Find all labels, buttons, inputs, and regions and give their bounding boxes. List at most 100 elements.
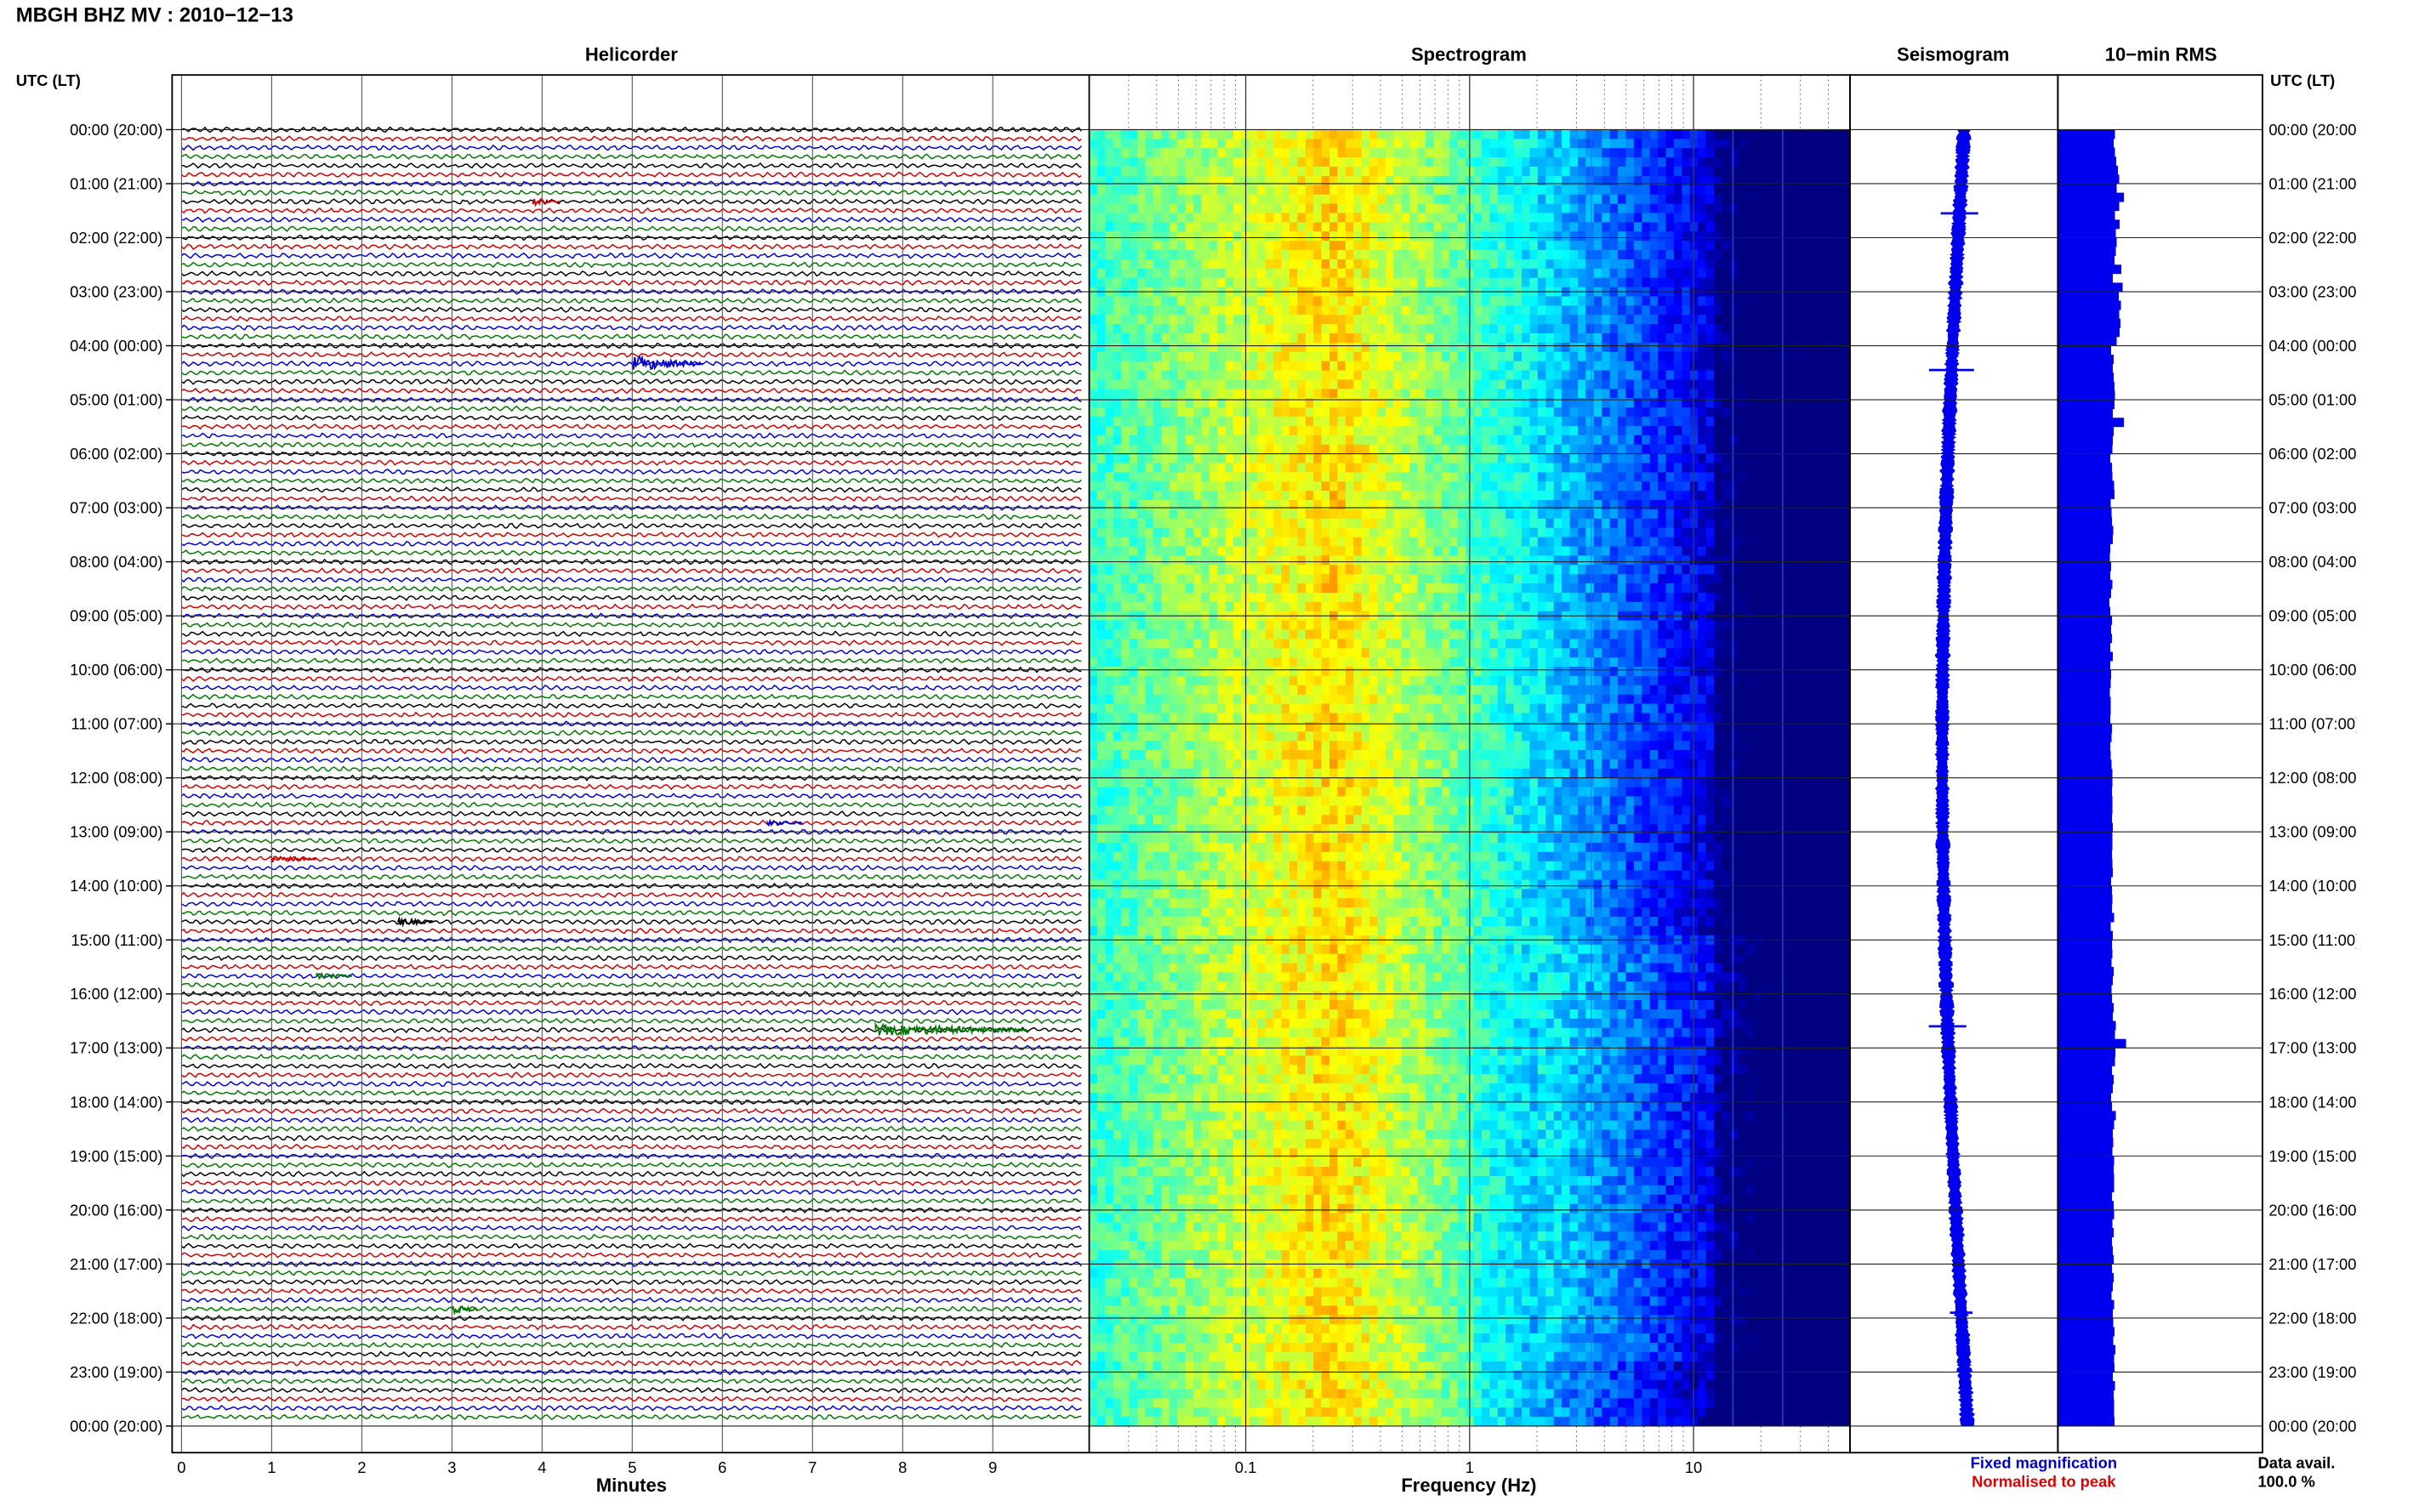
helicorder-trace <box>181 747 1082 754</box>
minute-tick-label: 2 <box>357 1458 366 1476</box>
rms-bar <box>2058 1066 2113 1076</box>
helicorder-trace <box>181 1134 1082 1142</box>
rms-bar <box>2058 228 2116 238</box>
right-time-label: 15:00 (11:00) <box>2268 931 2360 949</box>
helicorder-trace <box>181 288 1082 295</box>
helicorder-trace <box>181 216 1082 224</box>
rms-bar <box>2058 418 2125 428</box>
seismogram-title: Seismogram <box>1897 44 2009 65</box>
left-time-label: 22:00 (18:00) <box>70 1309 162 1327</box>
helicorder-trace <box>181 549 1082 557</box>
rms-bar <box>2058 642 2111 652</box>
rms-bar <box>2058 912 2114 923</box>
rms-bar <box>2058 985 2112 995</box>
rms-bar <box>2058 1038 2126 1049</box>
helicorder-trace <box>180 1188 1082 1196</box>
rms-bar <box>2058 390 2115 401</box>
helicorder-trace <box>181 711 1082 719</box>
right-time-label: 09:00 (05:00) <box>2268 607 2361 625</box>
rms-bar <box>2058 922 2111 932</box>
helicorder-trace <box>181 1035 1082 1043</box>
helicorder-trace <box>181 1305 1082 1313</box>
rms-bar <box>2058 624 2112 634</box>
left-time-axis: 00:00 (20:00) 01:00 (21:00) 02:00 (22:00) 0… <box>70 121 173 1435</box>
rms-bar <box>2058 1003 2114 1013</box>
helicorder-trace <box>180 324 1082 332</box>
helicorder-trace <box>180 936 1082 944</box>
helicorder-trace <box>181 1080 1082 1088</box>
right-time-label: 01:00 (21:00) <box>2268 174 2361 192</box>
frequency-axis-label: Frequency (Hz) <box>1401 1475 1536 1496</box>
rms-bar <box>2058 1191 2113 1202</box>
helicorder-trace <box>180 252 1082 259</box>
rms-bar <box>2058 1299 2114 1310</box>
rms-bar <box>2058 327 2120 338</box>
minutes-axis: 0 1 2 3 4 5 6 7 8 9 <box>177 1458 997 1476</box>
right-time-label: 03:00 (23:00) <box>2268 283 2361 301</box>
rms-bar <box>2058 822 2114 833</box>
rms-bar <box>2058 706 2111 715</box>
helicorder-trace <box>181 918 1082 926</box>
right-time-label: 18:00 (14:00) <box>2268 1093 2361 1111</box>
helicorder-trace <box>180 693 1082 701</box>
minute-tick-label: 0 <box>177 1458 185 1476</box>
helicorder-trace <box>181 838 1082 844</box>
rms-bar <box>2058 742 2111 752</box>
helicorder-trace <box>180 738 1082 746</box>
minute-tick-label: 1 <box>267 1458 276 1476</box>
right-time-label: 02:00 (22:00) <box>2268 229 2361 247</box>
rms-bar <box>2058 724 2113 734</box>
helicorder-trace <box>181 1278 1082 1286</box>
helicorder-trace <box>181 396 1082 403</box>
helicorder-trace <box>180 594 1082 601</box>
rms-bar <box>2058 139 2114 148</box>
helicorder-trace <box>180 243 1083 250</box>
right-time-label: 12:00 (08:00) <box>2268 769 2361 787</box>
helicorder-trace <box>181 558 1082 566</box>
frequency-tick-label: 0.1 <box>1235 1458 1257 1476</box>
rms-bar <box>2058 696 2111 707</box>
right-time-label: 05:00 (01:00) <box>2268 390 2361 408</box>
helicorder-event <box>316 971 352 981</box>
right-time-label: 11:00 (07:00) <box>2268 715 2360 733</box>
rms-bar <box>2058 895 2113 905</box>
rms-bar <box>2058 1309 2114 1319</box>
rms-bar <box>2058 1201 2114 1211</box>
helicorder-trace <box>181 846 1082 854</box>
left-time-label: 02:00 (22:00) <box>70 229 162 247</box>
helicorder-trace <box>181 1215 1082 1223</box>
rms-bar <box>2058 381 2115 391</box>
rms-bar <box>2058 534 2114 544</box>
helicorder-trace <box>180 1117 1082 1123</box>
helicorder-trace <box>180 225 1082 232</box>
rms-bar <box>2058 508 2112 518</box>
rms-bar <box>2058 300 2121 310</box>
rms-bar <box>2058 282 2123 293</box>
helicorder-trace <box>181 1378 1082 1384</box>
rms-bar <box>2058 202 2120 212</box>
helicorder-trace <box>181 946 1082 952</box>
helicorder-trace <box>181 351 1082 359</box>
rms-bar <box>2058 885 2113 895</box>
helicorder-trace <box>181 567 1082 575</box>
rms-bar <box>2058 1056 2115 1066</box>
rms-bar <box>2058 1291 2112 1301</box>
data-availability-value: 100.0 % <box>2257 1473 2314 1491</box>
helicorder-trace <box>180 144 1082 151</box>
helicorder-trace <box>181 720 1082 728</box>
rms-bar <box>2058 1336 2114 1346</box>
helicorder-trace <box>181 468 1082 475</box>
helicorder-trace <box>181 297 1082 304</box>
left-time-label: 00:00 (20:00) <box>70 121 162 139</box>
helicorder-trace <box>181 1350 1082 1358</box>
rms-bar <box>2058 867 2114 878</box>
rms-bar <box>2058 210 2115 220</box>
helicorder-trace <box>181 522 1082 530</box>
helicorder-trace <box>180 171 1082 179</box>
right-time-label: 00:00 (20:00) <box>2268 1417 2361 1435</box>
helicorder-trace <box>180 1251 1082 1259</box>
helicorder-trace <box>180 954 1082 962</box>
rms-bar <box>2058 1362 2115 1373</box>
helicorder-trace <box>181 1323 1082 1331</box>
